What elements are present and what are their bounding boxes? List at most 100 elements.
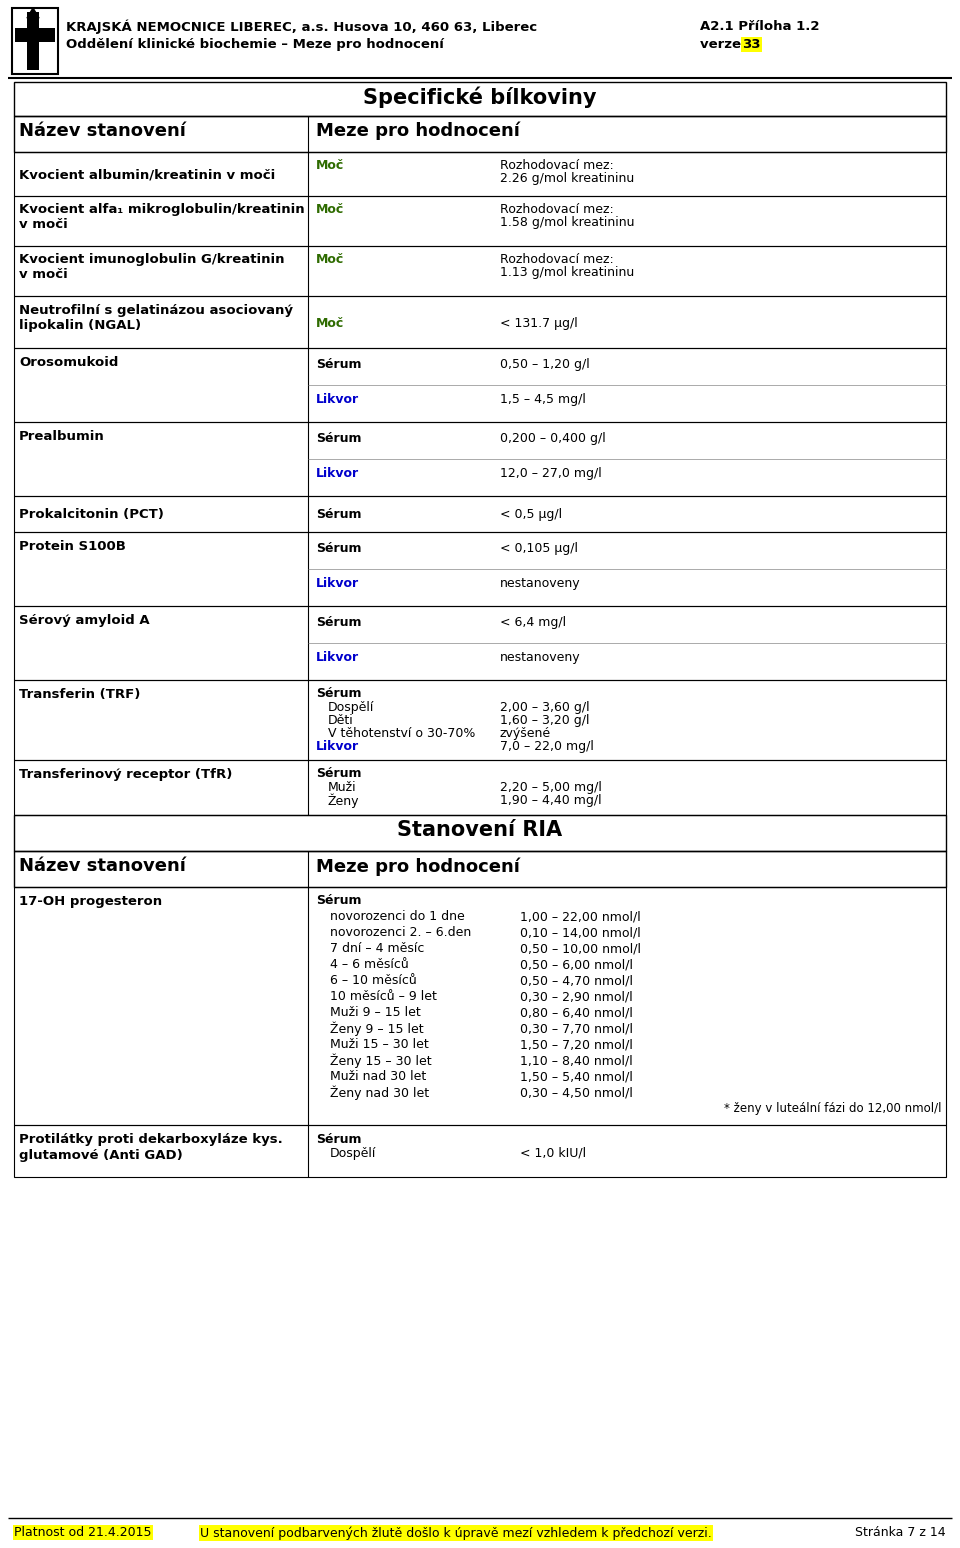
Text: Transferin (TRF): Transferin (TRF): [19, 687, 140, 701]
Text: Prokalcitonin (PCT): Prokalcitonin (PCT): [19, 508, 164, 522]
Text: lipokalin (NGAL): lipokalin (NGAL): [19, 319, 141, 331]
Text: Protein S100B: Protein S100B: [19, 540, 126, 553]
Text: 0,10 – 14,00 nmol/l: 0,10 – 14,00 nmol/l: [520, 926, 640, 940]
Text: Protilátky proti dekarboxyláze kys.: Protilátky proti dekarboxyláze kys.: [19, 1133, 283, 1146]
Text: Platnost od 21.4.2015: Platnost od 21.4.2015: [14, 1526, 152, 1539]
Bar: [14, 116, 946, 152]
Text: < 131.7 μg/l: < 131.7 μg/l: [500, 317, 578, 330]
Text: 0,30 – 7,70 nmol/l: 0,30 – 7,70 nmol/l: [520, 1022, 633, 1036]
Bar: [14, 82, 946, 116]
Text: nestanoveny: nestanoveny: [500, 577, 581, 590]
Text: Stanovení RIA: Stanovení RIA: [397, 820, 563, 841]
Text: Stránka 7 z 14: Stránka 7 z 14: [855, 1526, 946, 1539]
Text: 7,0 – 22,0 mg/l: 7,0 – 22,0 mg/l: [500, 740, 594, 752]
Text: verze: verze: [700, 39, 746, 51]
Text: 12,0 – 27,0 mg/l: 12,0 – 27,0 mg/l: [500, 467, 602, 480]
Bar: [14, 851, 946, 887]
Text: 4 – 6 měsíců: 4 – 6 měsíců: [330, 958, 409, 971]
Text: V těhotenství o 30-70%: V těhotenství o 30-70%: [328, 728, 475, 740]
Text: Likvor: Likvor: [316, 467, 359, 480]
Text: Sérum: Sérum: [316, 432, 362, 444]
Bar: [14, 533, 946, 605]
Text: Likvor: Likvor: [316, 652, 359, 664]
Text: Moč: Moč: [316, 252, 345, 266]
Bar: [14, 348, 946, 423]
Text: Rozhodovací mez:: Rozhodovací mez:: [500, 203, 613, 217]
Text: 1,60 – 3,20 g/l: 1,60 – 3,20 g/l: [500, 714, 589, 728]
Text: A2.1 Příloha 1.2: A2.1 Příloha 1.2: [700, 20, 820, 33]
Text: Rozhodovací mez:: Rozhodovací mez:: [500, 159, 613, 172]
Text: Kvocient albumin/kreatinin v moči: Kvocient albumin/kreatinin v moči: [19, 169, 276, 181]
Text: Muži nad 30 let: Muži nad 30 let: [330, 1070, 426, 1084]
Text: 0,50 – 1,20 g/l: 0,50 – 1,20 g/l: [500, 358, 589, 372]
Text: < 0,105 μg/l: < 0,105 μg/l: [500, 542, 578, 556]
Text: Sérum: Sérum: [316, 542, 362, 556]
Text: 2,20 – 5,00 mg/l: 2,20 – 5,00 mg/l: [500, 782, 602, 794]
Text: Ženy 9 – 15 let: Ženy 9 – 15 let: [330, 1022, 423, 1037]
Text: 17-OH progesteron: 17-OH progesteron: [19, 895, 162, 909]
Text: 1.13 g/mol kreatininu: 1.13 g/mol kreatininu: [500, 266, 635, 279]
Text: Sérum: Sérum: [316, 616, 362, 628]
Text: zvýšené: zvýšené: [500, 728, 551, 740]
Bar: [14, 680, 946, 760]
Bar: [14, 296, 946, 348]
Text: Ženy 15 – 30 let: Ženy 15 – 30 let: [330, 1054, 432, 1068]
Text: Prealbumin: Prealbumin: [19, 430, 105, 443]
Text: novorozenci do 1 dne: novorozenci do 1 dne: [330, 910, 465, 923]
Text: glutamové (Anti GAD): glutamové (Anti GAD): [19, 1149, 182, 1163]
Text: Kvocient imunoglobulin G/kreatinin: Kvocient imunoglobulin G/kreatinin: [19, 252, 284, 266]
Text: Sérum: Sérum: [316, 358, 362, 372]
Bar: [14, 423, 946, 495]
Text: Ženy nad 30 let: Ženy nad 30 let: [330, 1087, 429, 1101]
Text: 0,80 – 6,40 nmol/l: 0,80 – 6,40 nmol/l: [520, 1006, 633, 1019]
Text: Sérum: Sérum: [316, 1133, 362, 1146]
Text: 1,00 – 22,00 nmol/l: 1,00 – 22,00 nmol/l: [520, 910, 640, 923]
Text: Oddělení klinické biochemie – Meze pro hodnocení: Oddělení klinické biochemie – Meze pro h…: [66, 39, 444, 51]
Text: 2.26 g/mol kreatininu: 2.26 g/mol kreatininu: [500, 172, 635, 186]
Text: Specifické bílkoviny: Specifické bílkoviny: [363, 87, 597, 108]
Text: Název stanovení: Název stanovení: [19, 122, 186, 139]
Text: 1,5 – 4,5 mg/l: 1,5 – 4,5 mg/l: [500, 393, 586, 406]
Bar: [27, 12, 39, 70]
Text: 0,200 – 0,400 g/l: 0,200 – 0,400 g/l: [500, 432, 606, 444]
Text: v moči: v moči: [19, 268, 68, 282]
Bar: [14, 246, 946, 296]
Text: 33: 33: [742, 39, 760, 51]
Text: novorozenci 2. – 6.den: novorozenci 2. – 6.den: [330, 926, 471, 940]
Text: < 6,4 mg/l: < 6,4 mg/l: [500, 616, 566, 628]
Text: Ženy: Ženy: [328, 794, 359, 808]
Bar: [14, 814, 946, 851]
Text: Kvocient alfa₁ mikroglobulin/kreatinin: Kvocient alfa₁ mikroglobulin/kreatinin: [19, 203, 304, 217]
Text: U stanovení podbarvených žlutě došlo k úpravě mezí vzhledem k předchozí verzi.: U stanovení podbarvených žlutě došlo k …: [200, 1526, 711, 1540]
Text: 1,50 – 5,40 nmol/l: 1,50 – 5,40 nmol/l: [520, 1070, 633, 1084]
Text: 0,30 – 4,50 nmol/l: 0,30 – 4,50 nmol/l: [520, 1087, 633, 1099]
Text: 1,10 – 8,40 nmol/l: 1,10 – 8,40 nmol/l: [520, 1054, 633, 1067]
Text: 1.58 g/mol kreatininu: 1.58 g/mol kreatininu: [500, 217, 635, 229]
Text: Sérum: Sérum: [316, 508, 362, 522]
Bar: [14, 887, 946, 1125]
Text: Moč: Moč: [316, 159, 345, 172]
Text: 2,00 – 3,60 g/l: 2,00 – 3,60 g/l: [500, 701, 589, 714]
Text: Likvor: Likvor: [316, 393, 359, 406]
Text: 0,50 – 4,70 nmol/l: 0,50 – 4,70 nmol/l: [520, 974, 633, 988]
Bar: [14, 1125, 946, 1176]
Text: 0,50 – 10,00 nmol/l: 0,50 – 10,00 nmol/l: [520, 943, 641, 955]
Text: Sérum: Sérum: [316, 766, 362, 780]
Text: Transferinový receptor (TfR): Transferinový receptor (TfR): [19, 768, 232, 782]
Text: Neutrofilní s gelatinázou asociovaný: Neutrofilní s gelatinázou asociovaný: [19, 303, 293, 317]
Text: Moč: Moč: [316, 317, 345, 330]
Text: v moči: v moči: [19, 218, 68, 231]
Text: Muži 15 – 30 let: Muži 15 – 30 let: [330, 1039, 429, 1051]
Text: Meze pro hodnocení: Meze pro hodnocení: [316, 122, 520, 141]
Text: Dospělí: Dospělí: [328, 701, 374, 714]
Text: Název stanovení: Název stanovení: [19, 858, 186, 875]
Text: KRAJSKÁ NEMOCNICE LIBEREC, a.s. Husova 10, 460 63, Liberec: KRAJSKÁ NEMOCNICE LIBEREC, a.s. Husova 1…: [66, 20, 538, 34]
Bar: [14, 152, 946, 197]
Bar: [14, 605, 946, 680]
Text: Likvor: Likvor: [316, 577, 359, 590]
Text: 0,50 – 6,00 nmol/l: 0,50 – 6,00 nmol/l: [520, 958, 633, 971]
Text: Orosomukoid: Orosomukoid: [19, 356, 118, 368]
Bar: [14, 495, 946, 533]
Polygon shape: [27, 8, 39, 19]
Text: Dospělí: Dospělí: [330, 1147, 376, 1159]
